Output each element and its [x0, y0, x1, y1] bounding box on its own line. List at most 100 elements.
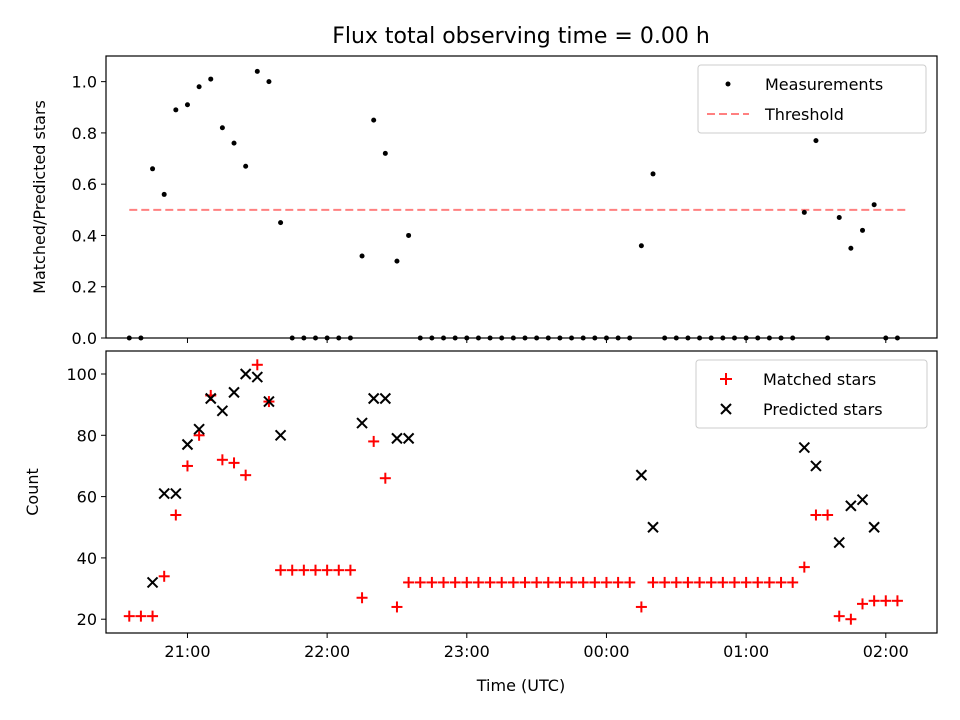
top-y-tick-label: 0.0 — [72, 329, 97, 348]
predicted-star-point — [833, 536, 845, 549]
predicted-star-stroke — [193, 423, 205, 435]
matched-star-point — [717, 576, 729, 588]
predicted-star-point — [379, 392, 392, 405]
matched-star-point — [519, 576, 531, 588]
bottom-x-tick-label: 00:00 — [583, 642, 629, 661]
top-y-tick-label: 0.8 — [72, 124, 97, 143]
matched-star-point — [891, 595, 903, 607]
legend-measurements-label: Measurements — [765, 75, 883, 94]
legend-matched-label: Matched stars — [763, 370, 876, 389]
matched-star-point — [740, 576, 752, 588]
top-x-ticks — [186, 338, 887, 343]
matched-star-point — [554, 576, 566, 588]
matched-star-point — [822, 509, 834, 521]
matched-star-point — [379, 472, 391, 484]
measurement-point — [173, 107, 179, 113]
bottom-y-tick-label: 60 — [77, 488, 97, 507]
predicted-star-point — [251, 371, 264, 383]
bottom-y-tick-label: 20 — [77, 610, 97, 629]
matched-star-point — [368, 435, 380, 447]
matched-star-point — [845, 613, 857, 625]
bottom-x-tick-label: 21:00 — [164, 642, 210, 661]
predicted-star-stroke — [379, 392, 392, 405]
legend-predicted-label: Predicted stars — [763, 400, 883, 419]
predicted-star-stroke — [868, 521, 880, 533]
predicted-star-stroke — [239, 368, 252, 380]
predicted-star-point — [228, 386, 240, 399]
measurement-point — [208, 76, 214, 82]
matched-star-point — [298, 564, 310, 576]
matched-star-point — [647, 576, 659, 588]
measurement-point — [394, 258, 400, 264]
legend-measurements-marker — [725, 81, 731, 87]
bottom-axes-frame — [105, 350, 938, 634]
matched-star-point — [251, 359, 263, 371]
matched-star-point — [275, 564, 287, 576]
predicted-star-stroke — [833, 536, 845, 549]
measurement-point — [161, 191, 167, 197]
predicted-star-stroke — [635, 469, 648, 481]
measurement-point — [243, 163, 249, 169]
bottom-plot-area — [123, 359, 903, 625]
matched-star-point — [577, 576, 589, 588]
top-y-tick-label: 1.0 — [72, 73, 97, 92]
predicted-star-point — [391, 432, 403, 445]
matched-star-point — [472, 576, 484, 588]
predicted-star-stroke — [146, 576, 159, 589]
predicted-star-point — [274, 429, 287, 442]
legend-predicted-marker — [720, 403, 732, 415]
bottom-x-tick-label: 02:00 — [863, 642, 909, 661]
predicted-star-stroke — [170, 487, 182, 500]
predicted-star-stroke — [391, 432, 403, 445]
predicted-star-stroke — [367, 392, 380, 405]
predicted-star-point — [367, 392, 380, 405]
matched-star-point — [507, 576, 519, 588]
measurement-point — [836, 215, 842, 221]
measurement-point — [638, 243, 644, 249]
measurement-point — [813, 138, 819, 144]
measurement-point — [231, 140, 237, 146]
measurement-point — [359, 253, 365, 259]
bottom-y-ticks: 20 40 60 80 100 — [66, 365, 106, 629]
matched-star-point — [321, 564, 333, 576]
measurement-point — [278, 220, 284, 226]
matched-star-point — [868, 595, 880, 607]
matched-star-point — [775, 576, 787, 588]
matched-star-point — [694, 576, 706, 588]
predicted-star-point — [239, 368, 252, 380]
matched-star-point — [461, 576, 473, 588]
matched-star-point — [705, 576, 717, 588]
predicted-star-point — [146, 576, 159, 589]
predicted-star-point — [856, 493, 869, 506]
matched-star-point — [624, 576, 636, 588]
top-y-tick-label: 0.6 — [72, 175, 97, 194]
measurement-point — [871, 202, 877, 208]
measurement-point — [801, 209, 807, 215]
predicted-star-point — [810, 460, 822, 472]
predicted-star-stroke — [810, 460, 822, 472]
predicted-star-stroke — [181, 438, 194, 451]
predicted-star-point — [181, 438, 194, 451]
bottom-y-tick-label: 40 — [77, 549, 97, 568]
matched-star-point — [414, 576, 426, 588]
predicted-star-stroke — [356, 417, 368, 429]
bottom-x-ticks: 21:00 22:00 23:00 00:00 01:00 02:00 — [164, 633, 909, 661]
measurement-point — [860, 227, 866, 233]
matched-star-point — [857, 598, 869, 610]
top-y-axis-label: Matched/Predicted stars — [30, 100, 49, 294]
measurement-point — [254, 68, 260, 74]
matched-star-point — [752, 576, 764, 588]
predicted-star-point — [356, 417, 368, 429]
matched-star-point — [496, 576, 508, 588]
matched-star-point — [810, 509, 822, 521]
top-panel: Flux total observing time = 0.00 h 0.00.… — [30, 24, 938, 348]
matched-star-point — [240, 469, 252, 481]
top-y-ticks: 0.0 0.2 0.4 0.6 0.8 1.0 — [72, 73, 106, 348]
predicted-star-stroke — [216, 405, 229, 417]
top-legend-box — [697, 64, 927, 134]
matched-star-point — [600, 576, 612, 588]
predicted-star-stroke — [856, 493, 869, 506]
bottom-y-axis-label: Count — [23, 468, 42, 516]
matched-star-point — [309, 564, 321, 576]
matched-star-point — [426, 576, 438, 588]
